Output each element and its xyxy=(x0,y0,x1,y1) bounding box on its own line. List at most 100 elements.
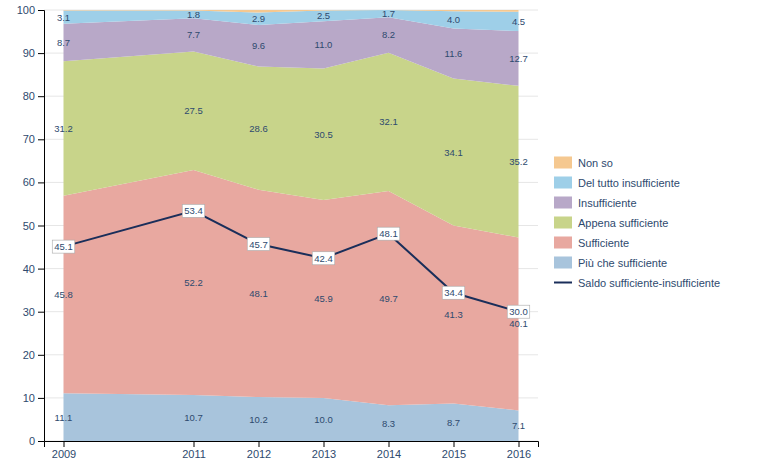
data-label: 45.7 xyxy=(249,239,268,250)
y-axis: 0 10 20 30 40 50 60 70 80 90 100 xyxy=(17,4,45,447)
data-label: 34.1 xyxy=(444,147,463,158)
y-tick: 40 xyxy=(23,263,44,275)
legend-item: Del tutto insufficiente xyxy=(554,177,680,189)
line-label: 48.1 xyxy=(377,227,400,240)
data-label: 8.7 xyxy=(57,37,70,48)
data-label: 45.8 xyxy=(54,289,73,300)
data-label: 1.7 xyxy=(382,8,395,19)
chart: 2009201120122013201420152016010203040506… xyxy=(0,0,778,467)
data-label: 10.2 xyxy=(249,414,268,425)
legend-swatch xyxy=(554,157,572,169)
legend-label: Saldo sufficiente-insufficiente xyxy=(578,277,720,289)
line-label: 45.7 xyxy=(247,238,270,251)
legend-item: Insufficiente xyxy=(554,197,637,209)
data-label: 40.1 xyxy=(509,318,528,329)
y-tick: 60 xyxy=(23,176,44,188)
data-label: 31.2 xyxy=(54,123,73,134)
data-label: 32.1 xyxy=(379,116,398,127)
x-tick-mark xyxy=(194,441,195,447)
x-tick-label: 2012 xyxy=(247,448,271,460)
legend-label: Appena sufficiente xyxy=(578,217,668,229)
line-label: 42.4 xyxy=(312,252,335,265)
x-tick: 2012 xyxy=(247,441,271,460)
line-label: 45.1 xyxy=(52,240,75,253)
x-tick-mark xyxy=(64,441,65,447)
data-label: 30.0 xyxy=(509,306,528,317)
y-tick: 90 xyxy=(23,47,44,59)
data-label: 41.3 xyxy=(444,309,463,320)
data-label: 1.8 xyxy=(187,9,200,20)
x-tick: 2014 xyxy=(377,441,401,460)
x-tick-mark xyxy=(259,441,260,447)
data-label: 49.7 xyxy=(379,293,398,304)
y-tick-mark xyxy=(38,139,44,140)
data-label: 48.1 xyxy=(379,228,398,239)
legend-swatch xyxy=(554,217,572,229)
y-tick-mark xyxy=(38,269,44,270)
x-tick-mark xyxy=(519,441,520,447)
line-label: 34.4 xyxy=(442,286,465,299)
y-axis-line xyxy=(38,11,45,442)
y-tick-mark xyxy=(38,96,44,97)
data-label: 30.5 xyxy=(314,129,333,140)
y-tick: 80 xyxy=(23,90,44,102)
y-tick-label: 0 xyxy=(29,435,35,447)
legend-swatch xyxy=(554,237,572,249)
label-box xyxy=(182,204,205,217)
x-tick-label: 2016 xyxy=(507,448,531,460)
data-label: 8.2 xyxy=(382,29,395,40)
area xyxy=(64,51,519,237)
data-label: 12.7 xyxy=(509,53,528,64)
area xyxy=(64,10,519,31)
y-tick-mark xyxy=(38,355,44,356)
data-label: 2.5 xyxy=(317,10,330,21)
data-label: 8.7 xyxy=(447,417,460,428)
legend-item: Non so xyxy=(554,157,613,169)
label-box xyxy=(247,238,270,251)
data-label: 11.1 xyxy=(55,412,73,423)
y-tick: 0 xyxy=(29,435,44,447)
data-label: 4.0 xyxy=(447,14,460,25)
x-tick: 2013 xyxy=(312,441,336,460)
grid xyxy=(44,10,538,441)
data-label: 10.7 xyxy=(184,412,203,423)
y-tick: 30 xyxy=(23,306,44,318)
x-tick: 2016 xyxy=(507,441,531,460)
x-tick-mark xyxy=(389,441,390,447)
y-tick: 20 xyxy=(23,349,44,361)
legend: Non so Del tutto insufficiente Insufficien… xyxy=(554,157,720,289)
data-label: 45.1 xyxy=(54,241,73,252)
x-tick-label: 2014 xyxy=(377,448,401,460)
data-label: 34.4 xyxy=(444,287,463,298)
data-label: 8.3 xyxy=(382,418,395,429)
y-tick-label: 50 xyxy=(23,220,35,232)
line xyxy=(64,211,519,312)
x-tick: 2009 xyxy=(52,441,76,460)
data-label: 52.2 xyxy=(184,277,203,288)
x-axis: 2009201120122013201420152016 xyxy=(45,441,539,460)
x-tick: 2015 xyxy=(442,441,466,460)
y-tick-mark xyxy=(38,53,44,54)
plot: 2009201120122013201420152016010203040506… xyxy=(17,4,539,460)
legend-label: Più che sufficiente xyxy=(578,257,667,269)
legend-swatch xyxy=(554,197,572,209)
data-label: 48.1 xyxy=(249,288,268,299)
data-label: 28.6 xyxy=(249,123,268,134)
data-label: 11.6 xyxy=(445,48,463,59)
y-tick: 100 xyxy=(17,4,44,16)
legend-label: Non so xyxy=(578,157,613,169)
y-tick-mark xyxy=(38,312,44,313)
label-box xyxy=(442,286,465,299)
line-label: 30.0 xyxy=(507,305,530,318)
y-tick-mark xyxy=(38,398,44,399)
x-tick-mark xyxy=(324,441,325,447)
data-label: 4.5 xyxy=(512,16,525,27)
y-tick-label: 70 xyxy=(23,133,35,145)
x-axis-line xyxy=(45,442,539,448)
y-tick-label: 100 xyxy=(17,4,35,16)
y-tick: 10 xyxy=(23,392,44,404)
y-tick-label: 90 xyxy=(23,47,35,59)
data-label: 11.0 xyxy=(315,39,333,50)
y-tick-label: 30 xyxy=(23,306,35,318)
y-tick-label: 10 xyxy=(23,392,35,404)
